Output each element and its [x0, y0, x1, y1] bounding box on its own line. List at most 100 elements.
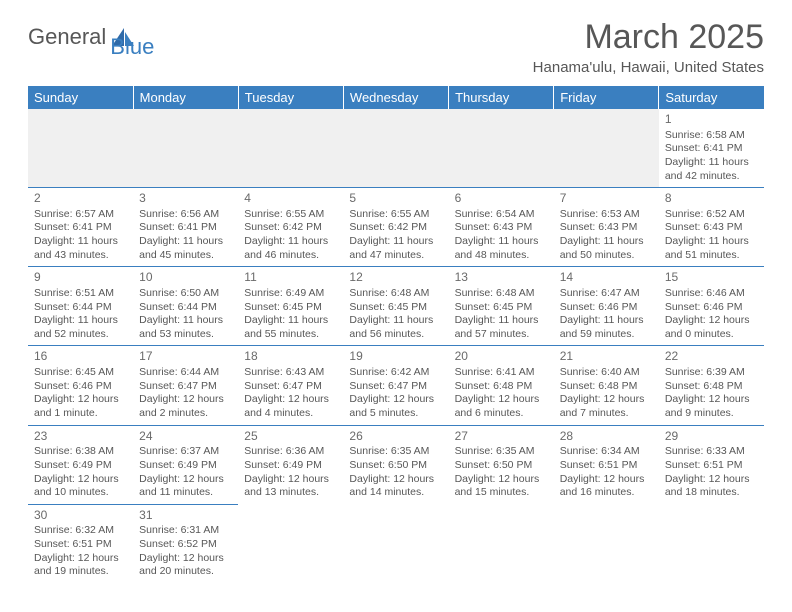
day-number: 5 [349, 191, 442, 207]
daylight-text: Daylight: 11 hours and 46 minutes. [244, 235, 337, 262]
sunset-text: Sunset: 6:47 PM [244, 380, 337, 394]
calendar-day-cell: 19Sunrise: 6:42 AMSunset: 6:47 PMDayligh… [343, 346, 448, 425]
col-tuesday: Tuesday [238, 86, 343, 109]
sunset-text: Sunset: 6:46 PM [665, 301, 758, 315]
day-number: 29 [665, 429, 758, 445]
calendar-week-row: 9Sunrise: 6:51 AMSunset: 6:44 PMDaylight… [28, 267, 764, 346]
sunrise-text: Sunrise: 6:38 AM [34, 445, 127, 459]
day-number: 28 [560, 429, 653, 445]
daylight-text: Daylight: 12 hours and 13 minutes. [244, 473, 337, 500]
calendar-day-cell: 29Sunrise: 6:33 AMSunset: 6:51 PMDayligh… [659, 425, 764, 504]
day-number: 19 [349, 349, 442, 365]
calendar-day-cell: 13Sunrise: 6:48 AMSunset: 6:45 PMDayligh… [449, 267, 554, 346]
calendar-day-cell: 10Sunrise: 6:50 AMSunset: 6:44 PMDayligh… [133, 267, 238, 346]
brand-name-left: General [28, 24, 106, 50]
sunset-text: Sunset: 6:51 PM [34, 538, 127, 552]
day-number: 20 [455, 349, 548, 365]
sunset-text: Sunset: 6:51 PM [560, 459, 653, 473]
sunset-text: Sunset: 6:48 PM [560, 380, 653, 394]
calendar-day-cell [343, 109, 448, 188]
calendar-day-cell: 26Sunrise: 6:35 AMSunset: 6:50 PMDayligh… [343, 425, 448, 504]
day-number: 6 [455, 191, 548, 207]
calendar-day-cell: 15Sunrise: 6:46 AMSunset: 6:46 PMDayligh… [659, 267, 764, 346]
calendar-day-cell: 31Sunrise: 6:31 AMSunset: 6:52 PMDayligh… [133, 504, 238, 583]
daylight-text: Daylight: 12 hours and 2 minutes. [139, 393, 232, 420]
sunset-text: Sunset: 6:44 PM [34, 301, 127, 315]
calendar-week-row: 1Sunrise: 6:58 AMSunset: 6:41 PMDaylight… [28, 109, 764, 188]
sunset-text: Sunset: 6:41 PM [665, 142, 758, 156]
daylight-text: Daylight: 12 hours and 6 minutes. [455, 393, 548, 420]
day-number: 3 [139, 191, 232, 207]
calendar-day-cell [238, 109, 343, 188]
sunset-text: Sunset: 6:48 PM [665, 380, 758, 394]
day-number: 22 [665, 349, 758, 365]
calendar-day-cell [343, 504, 448, 583]
sunrise-text: Sunrise: 6:36 AM [244, 445, 337, 459]
calendar-day-cell: 18Sunrise: 6:43 AMSunset: 6:47 PMDayligh… [238, 346, 343, 425]
daylight-text: Daylight: 11 hours and 57 minutes. [455, 314, 548, 341]
calendar-day-cell [133, 109, 238, 188]
sunset-text: Sunset: 6:49 PM [34, 459, 127, 473]
daylight-text: Daylight: 11 hours and 42 minutes. [665, 156, 758, 183]
sunrise-text: Sunrise: 6:55 AM [244, 208, 337, 222]
location-subtitle: Hanama'ulu, Hawaii, United States [533, 59, 764, 76]
day-number: 11 [244, 270, 337, 286]
sunset-text: Sunset: 6:47 PM [139, 380, 232, 394]
daylight-text: Daylight: 11 hours and 53 minutes. [139, 314, 232, 341]
sunrise-text: Sunrise: 6:37 AM [139, 445, 232, 459]
daylight-text: Daylight: 11 hours and 59 minutes. [560, 314, 653, 341]
day-number: 31 [139, 508, 232, 524]
calendar-day-cell: 3Sunrise: 6:56 AMSunset: 6:41 PMDaylight… [133, 188, 238, 267]
day-number: 10 [139, 270, 232, 286]
sunset-text: Sunset: 6:43 PM [665, 221, 758, 235]
calendar-week-row: 30Sunrise: 6:32 AMSunset: 6:51 PMDayligh… [28, 504, 764, 583]
col-sunday: Sunday [28, 86, 133, 109]
calendar-week-row: 23Sunrise: 6:38 AMSunset: 6:49 PMDayligh… [28, 425, 764, 504]
daylight-text: Daylight: 12 hours and 4 minutes. [244, 393, 337, 420]
calendar-day-cell: 5Sunrise: 6:55 AMSunset: 6:42 PMDaylight… [343, 188, 448, 267]
daylight-text: Daylight: 12 hours and 9 minutes. [665, 393, 758, 420]
sunset-text: Sunset: 6:43 PM [455, 221, 548, 235]
calendar-day-cell: 24Sunrise: 6:37 AMSunset: 6:49 PMDayligh… [133, 425, 238, 504]
day-number: 30 [34, 508, 127, 524]
sunset-text: Sunset: 6:42 PM [244, 221, 337, 235]
calendar-day-cell [449, 504, 554, 583]
daylight-text: Daylight: 11 hours and 51 minutes. [665, 235, 758, 262]
calendar-day-cell [238, 504, 343, 583]
sunrise-text: Sunrise: 6:47 AM [560, 287, 653, 301]
sunset-text: Sunset: 6:50 PM [349, 459, 442, 473]
daylight-text: Daylight: 12 hours and 10 minutes. [34, 473, 127, 500]
day-number: 8 [665, 191, 758, 207]
calendar-day-cell: 9Sunrise: 6:51 AMSunset: 6:44 PMDaylight… [28, 267, 133, 346]
col-wednesday: Wednesday [343, 86, 448, 109]
calendar-day-cell: 12Sunrise: 6:48 AMSunset: 6:45 PMDayligh… [343, 267, 448, 346]
header: General Blue March 2025 Hanama'ulu, Hawa… [28, 18, 764, 76]
daylight-text: Daylight: 12 hours and 7 minutes. [560, 393, 653, 420]
sunset-text: Sunset: 6:49 PM [139, 459, 232, 473]
daylight-text: Daylight: 12 hours and 16 minutes. [560, 473, 653, 500]
calendar-day-cell: 7Sunrise: 6:53 AMSunset: 6:43 PMDaylight… [554, 188, 659, 267]
calendar-day-cell [28, 109, 133, 188]
calendar-day-cell [554, 109, 659, 188]
sunrise-text: Sunrise: 6:49 AM [244, 287, 337, 301]
sunset-text: Sunset: 6:48 PM [455, 380, 548, 394]
day-number: 9 [34, 270, 127, 286]
calendar-day-cell: 16Sunrise: 6:45 AMSunset: 6:46 PMDayligh… [28, 346, 133, 425]
sunrise-text: Sunrise: 6:46 AM [665, 287, 758, 301]
sunrise-text: Sunrise: 6:48 AM [455, 287, 548, 301]
day-number: 13 [455, 270, 548, 286]
calendar-table: Sunday Monday Tuesday Wednesday Thursday… [28, 86, 764, 583]
day-number: 18 [244, 349, 337, 365]
sunrise-text: Sunrise: 6:31 AM [139, 524, 232, 538]
calendar-day-cell: 11Sunrise: 6:49 AMSunset: 6:45 PMDayligh… [238, 267, 343, 346]
sunrise-text: Sunrise: 6:57 AM [34, 208, 127, 222]
sunset-text: Sunset: 6:52 PM [139, 538, 232, 552]
col-friday: Friday [554, 86, 659, 109]
calendar-day-cell: 20Sunrise: 6:41 AMSunset: 6:48 PMDayligh… [449, 346, 554, 425]
calendar-day-cell: 17Sunrise: 6:44 AMSunset: 6:47 PMDayligh… [133, 346, 238, 425]
calendar-day-cell: 8Sunrise: 6:52 AMSunset: 6:43 PMDaylight… [659, 188, 764, 267]
sunrise-text: Sunrise: 6:58 AM [665, 129, 758, 143]
day-number: 15 [665, 270, 758, 286]
daylight-text: Daylight: 11 hours and 50 minutes. [560, 235, 653, 262]
sunrise-text: Sunrise: 6:40 AM [560, 366, 653, 380]
